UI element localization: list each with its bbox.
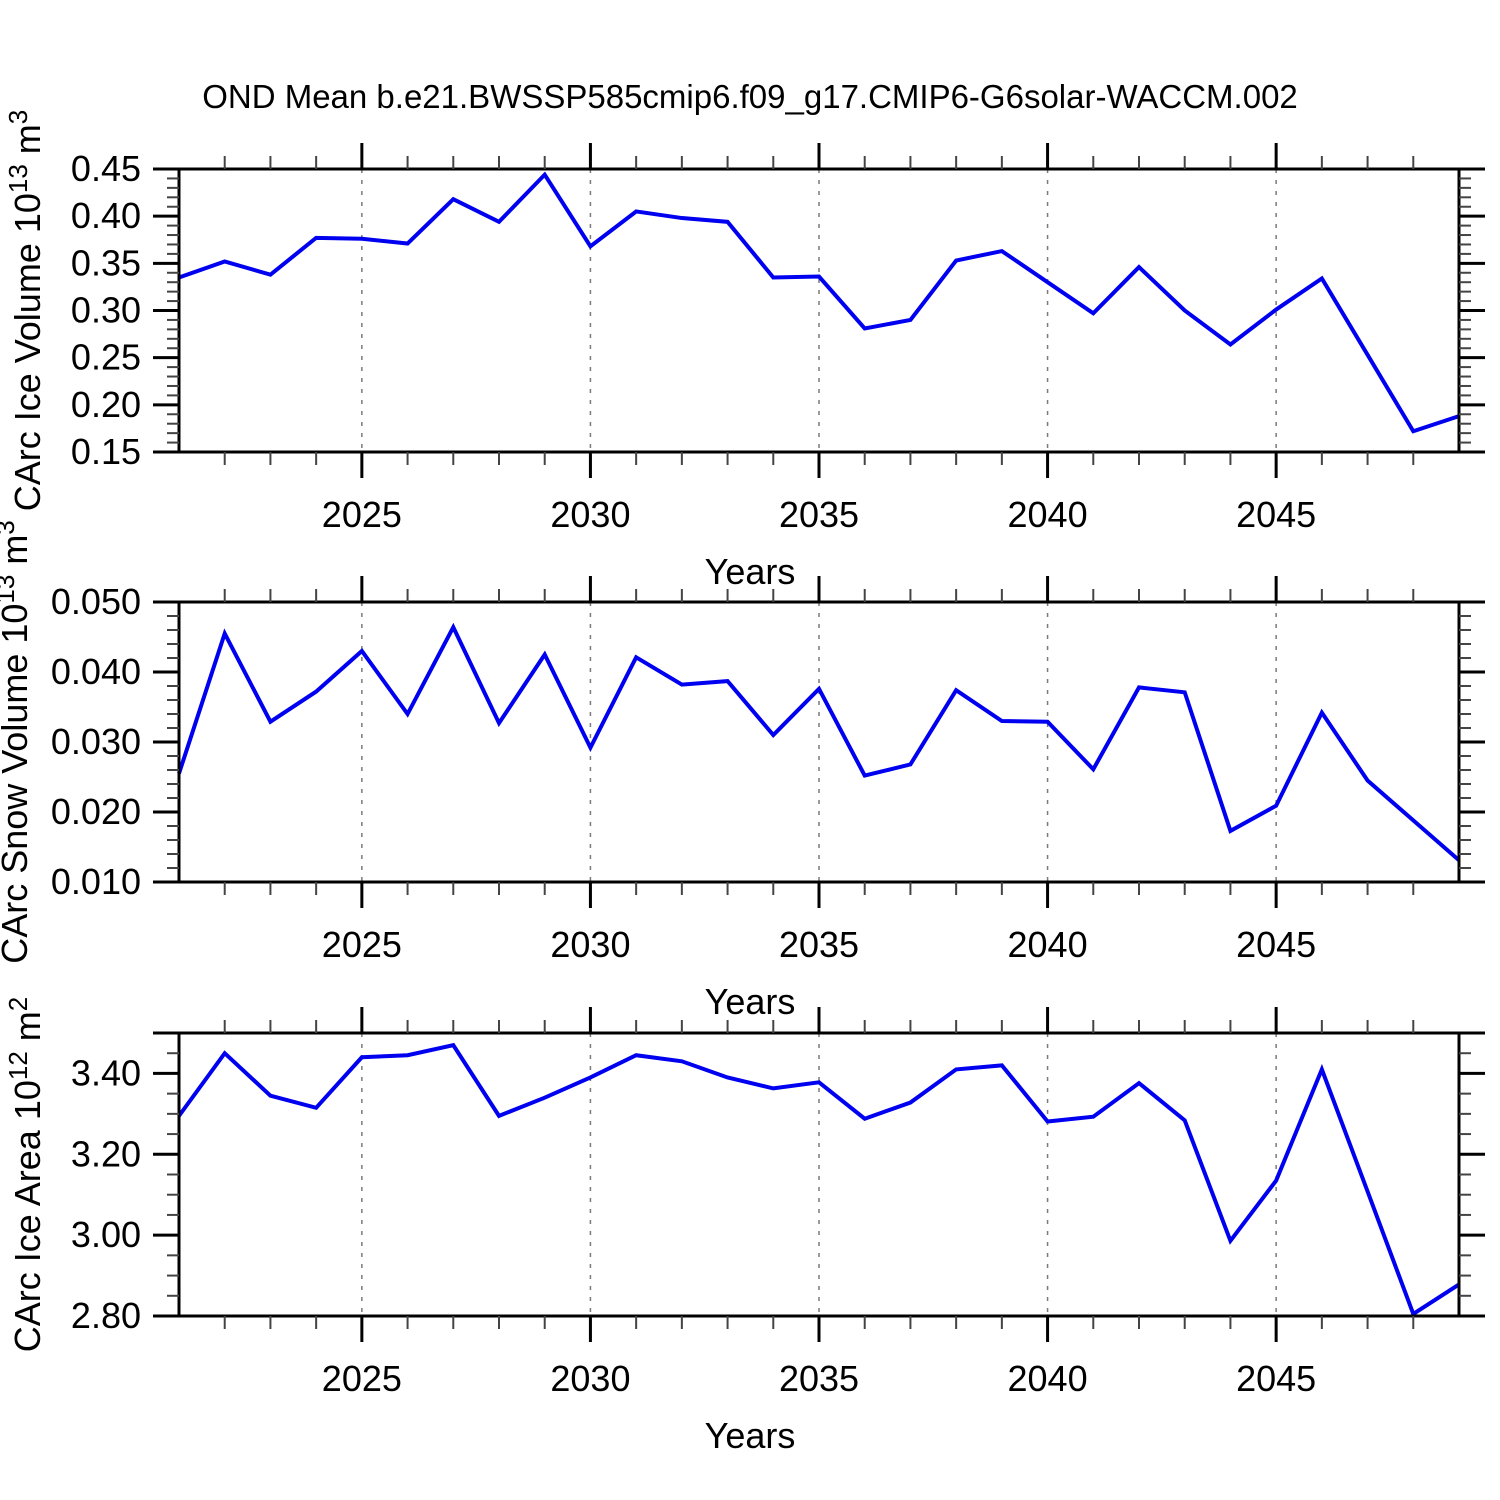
panel-ice-volume-x-axis-label: Years — [705, 551, 796, 592]
panel-snow-volume-x-tick-label: 2040 — [1008, 924, 1088, 965]
panel-snow-volume-box — [177, 600, 1461, 884]
panel-ice-volume-data-line — [178, 171, 1460, 434]
panel-ice-volume-y-tick-label: 0.20 — [71, 384, 141, 425]
panel-snow-volume-y-tick-label: 0.030 — [51, 721, 141, 762]
panel-ice-area-y-tick-label: 3.20 — [71, 1133, 141, 1174]
panel-ice-area-x-tick-label: 2045 — [1236, 1358, 1316, 1399]
panel-ice-area-x-tick-label: 2030 — [550, 1358, 630, 1399]
panel-snow-volume-x-axis-label: Years — [705, 981, 796, 1022]
panel-snow-volume-x-tick-label: 2045 — [1236, 924, 1316, 965]
panel-ice-volume-y-tick-label: 0.15 — [71, 431, 141, 472]
panel-ice-area-data-line — [177, 1042, 1461, 1318]
panel-ice-volume-x-tick-label: 2025 — [322, 494, 402, 535]
panel-snow-volume-x-tick-label: 2025 — [322, 924, 402, 965]
panel-ice-area-y-tick-label: 2.80 — [71, 1295, 141, 1336]
panel-snow-volume-y-tick-label: 0.010 — [51, 861, 141, 902]
panel-snow-volume-y-tick-label: 0.020 — [51, 791, 141, 832]
panel-ice-area-x-tick-label: 2025 — [322, 1358, 402, 1399]
chart-title: OND Mean b.e21.BWSSP585cmip6.f09_g17.CMI… — [202, 78, 1298, 115]
panel-snow-volume-y-tick-label: 0.050 — [51, 581, 141, 622]
panel-ice-area-x-axis-label: Years — [705, 1415, 796, 1456]
panel-snow-volume-y-axis-label: CArc Snow Volume 1013 m3 — [0, 520, 35, 964]
panel-ice-volume-x-tick-label: 2045 — [1236, 494, 1316, 535]
panel-ice-volume-y-tick-label: 0.45 — [71, 148, 141, 189]
panel-snow-volume-x-tick-label: 2035 — [779, 924, 859, 965]
panel-ice-volume-y-tick-label: 0.30 — [71, 290, 141, 331]
panel-ice-volume-y-tick-label: 0.35 — [71, 242, 141, 283]
panel-snow-volume-x-tick-label: 2030 — [550, 924, 630, 965]
panel-ice-volume-x-tick-label: 2035 — [779, 494, 859, 535]
panel-ice-area-y-axis-label: CArc Ice Area 1012 m2 — [3, 997, 48, 1353]
panel-ice-volume-x-tick-label: 2040 — [1008, 494, 1088, 535]
panel-ice-area-x-tick-label: 2035 — [779, 1358, 859, 1399]
panel-ice-area-y-tick-label: 3.40 — [71, 1052, 141, 1093]
panel-ice-volume-box — [177, 167, 1461, 454]
panel-ice-volume-x-tick-label: 2030 — [550, 494, 630, 535]
panel-ice-volume-y-axis-label: CArc Ice Volume 1013 m3 — [3, 110, 48, 512]
panel-ice-volume-y-tick-label: 0.25 — [71, 337, 141, 378]
panel-ice-area-box — [177, 1031, 1461, 1318]
panel-snow-volume-y-tick-label: 0.040 — [51, 651, 141, 692]
panel-snow-volume-data-line — [177, 622, 1461, 862]
panel-ice-area-x-tick-label: 2040 — [1008, 1358, 1088, 1399]
panel-ice-volume-y-tick-label: 0.40 — [71, 195, 141, 236]
panel-ice-area-y-tick-label: 3.00 — [71, 1214, 141, 1255]
